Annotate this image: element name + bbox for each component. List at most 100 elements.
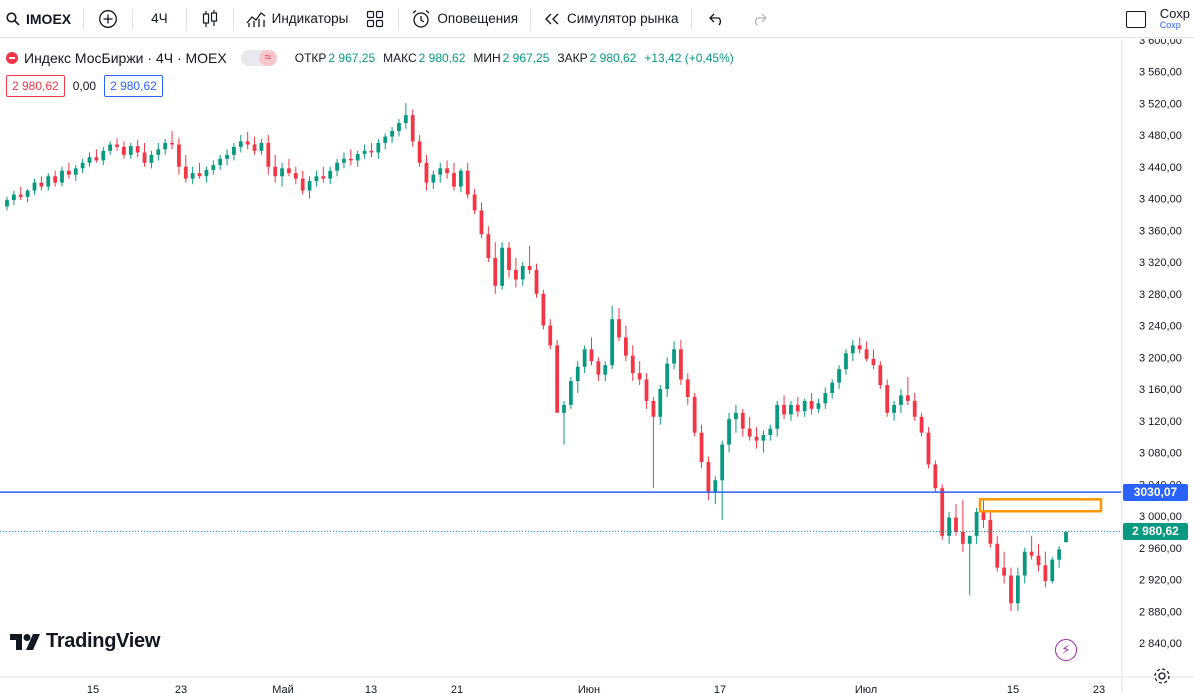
candle-body	[197, 173, 202, 177]
undo-button[interactable]	[696, 0, 738, 38]
spread-value: 0,00	[72, 79, 97, 93]
lightning-icon[interactable]: ⚡	[1055, 639, 1077, 661]
candle-body	[500, 247, 505, 286]
replay-button[interactable]: Симулятор рынка	[535, 0, 687, 38]
buy-price-button[interactable]: 2 980,62	[104, 75, 163, 97]
price-axis-tick-label: 2 920,00	[1139, 575, 1182, 587]
alerts-button[interactable]: Оповещения	[403, 0, 526, 38]
candle-body	[5, 200, 9, 207]
gear-icon[interactable]	[1153, 667, 1171, 685]
series-title: Индекс МосБиржи · 4Ч · MOEX	[24, 50, 227, 66]
candle-body	[864, 349, 869, 359]
candle-body	[644, 379, 649, 401]
candle-body	[1057, 549, 1062, 560]
toolbar-divider	[232, 7, 234, 30]
redo-icon	[754, 13, 767, 25]
compare-button[interactable]	[88, 0, 128, 38]
candle-body	[679, 349, 683, 380]
time-axis-tick-label: 15	[87, 684, 99, 693]
candle-body	[73, 168, 78, 175]
candle-body	[761, 435, 766, 441]
candle-body	[46, 176, 51, 187]
fullscreen-icon[interactable]	[1125, 10, 1146, 28]
candle-body	[795, 404, 800, 412]
price-axis-tick-label: 3 240,00	[1139, 321, 1182, 333]
candle-body	[830, 382, 835, 393]
save-area[interactable]: Сохр Сохр	[1125, 0, 1194, 38]
time-axis-tick-label: Июн	[578, 684, 600, 693]
candle-body	[740, 412, 745, 429]
candle-body	[919, 416, 924, 433]
tradingview-logo[interactable]: TradingView	[10, 630, 160, 653]
price-axis-tick-label: 3 160,00	[1139, 384, 1182, 396]
chart-type-button[interactable]	[191, 0, 229, 38]
candle-body	[362, 150, 367, 155]
price-axis-tick-label: 2 880,00	[1139, 606, 1182, 618]
candle-body	[163, 142, 168, 150]
redo-button[interactable]	[738, 0, 780, 38]
candlestick-chart[interactable]: 2 840,00 2 880,00 2 920,00 2 960,00 3 000,00…	[0, 39, 1194, 693]
save-label[interactable]: Сохр	[1159, 6, 1190, 21]
sell-price-button[interactable]: 2 980,62	[6, 75, 65, 97]
candle-body	[995, 543, 1000, 568]
candle-body	[548, 325, 553, 346]
candle-body	[431, 174, 436, 183]
candle-body	[981, 512, 986, 520]
interval-label: 4Ч	[151, 11, 168, 26]
candle-body	[204, 169, 209, 177]
price-axis-tick-label: 3 520,00	[1139, 98, 1182, 110]
time-axis-tick-label: 23	[1093, 684, 1105, 693]
candle-body	[25, 190, 30, 197]
candle-body	[177, 144, 181, 167]
candle-body	[183, 166, 188, 179]
candle-body	[912, 400, 917, 417]
candle-body	[734, 412, 738, 420]
indicators-button[interactable]: Индикаторы	[238, 0, 357, 38]
candle-body	[1050, 559, 1055, 582]
candle-body	[1002, 567, 1007, 576]
time-axis-tick-label: 13	[365, 684, 377, 693]
candle-body	[747, 428, 752, 437]
trade-buttons: 2 980,62 0,00 2 980,62	[6, 75, 163, 97]
candle-body	[582, 349, 587, 367]
candle-body	[823, 392, 828, 404]
candle-body	[727, 419, 731, 445]
candle-body	[383, 136, 388, 143]
add-symbol-icon	[99, 9, 118, 28]
candle-body	[878, 365, 883, 386]
symbol-label: IMOEX	[26, 10, 72, 27]
candle-body	[789, 404, 793, 415]
candle-body	[905, 395, 910, 401]
candle-body	[376, 142, 381, 153]
candle-body	[754, 436, 759, 441]
symbol-search-button[interactable]: IMOEX	[0, 0, 79, 38]
candle-body	[101, 150, 106, 161]
candle-body	[568, 381, 573, 405]
candle-body	[445, 168, 449, 174]
candle-body	[637, 373, 642, 380]
candle-body	[355, 154, 360, 161]
candle-body	[816, 403, 821, 409]
candle-body	[967, 535, 972, 544]
visibility-toggle[interactable]: ≈	[240, 50, 277, 66]
candle-body	[245, 141, 250, 145]
candle-body	[617, 319, 621, 338]
candle-body	[87, 157, 92, 163]
candle-body	[486, 234, 491, 259]
alarm-clock-icon	[412, 9, 430, 28]
candle-body	[266, 142, 271, 167]
candle-body	[403, 115, 408, 124]
chart-pane[interactable]: 2 840,00 2 880,00 2 920,00 2 960,00 3 000,00…	[0, 39, 1194, 693]
candle-body	[135, 146, 140, 153]
candle-body	[892, 404, 896, 413]
candle-body	[300, 178, 305, 191]
interval-button[interactable]: 4Ч	[137, 0, 182, 38]
candle-body	[142, 152, 147, 163]
candle-body	[218, 158, 223, 166]
candle-body	[128, 146, 133, 155]
candle-body	[885, 385, 890, 413]
price-axis-tick-label: 3 320,00	[1139, 257, 1182, 269]
layouts-button[interactable]	[356, 0, 394, 38]
candle-body	[782, 404, 786, 415]
candle-body	[658, 389, 663, 417]
